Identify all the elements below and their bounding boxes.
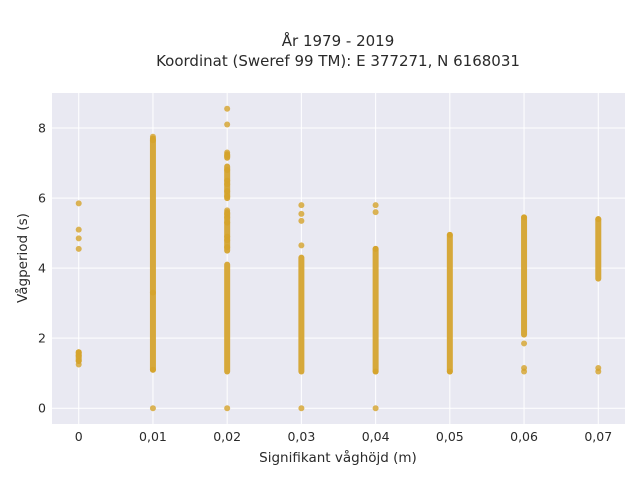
y-tick-label: 4 [38, 261, 46, 276]
y-tick-label: 0 [38, 401, 46, 416]
x-tick-label: 0,03 [287, 429, 315, 444]
data-point [224, 244, 231, 251]
data-point-band [446, 231, 453, 375]
data-point [298, 242, 305, 249]
y-axis-ticks: 0 2 4 6 8 [38, 121, 46, 416]
data-point [372, 202, 379, 209]
chart-title-line-1: År 1979 - 2019 [282, 31, 395, 50]
x-axis-title: Signifikant våghöjd (m) [259, 449, 417, 466]
y-tick-label: 8 [38, 121, 46, 136]
data-point [224, 193, 231, 200]
y-tick-label: 6 [38, 191, 46, 206]
data-point-band [149, 135, 156, 373]
data-point [224, 188, 231, 195]
data-point [224, 153, 231, 160]
data-point-band [298, 254, 305, 375]
data-point [298, 405, 305, 412]
data-point [224, 237, 231, 244]
data-point [224, 405, 231, 412]
chart-title-line-2: Koordinat (Sweref 99 TM): E 377271, N 61… [156, 52, 520, 70]
data-point [521, 214, 528, 221]
data-point [224, 167, 231, 174]
x-tick-label: 0,04 [362, 429, 390, 444]
data-point [149, 137, 156, 144]
data-point [149, 366, 156, 373]
data-point [75, 226, 82, 233]
data-point-band [372, 245, 379, 375]
data-point [298, 202, 305, 209]
x-tick-label: 0,07 [584, 429, 612, 444]
y-tick-label: 2 [38, 331, 46, 346]
data-point-band [224, 261, 231, 375]
data-point [75, 200, 82, 207]
x-tick-label: 0,05 [436, 429, 464, 444]
x-axis-ticks: 0 0,01 0,02 0,03 0,04 0,05 0,06 0,07 [75, 429, 612, 444]
data-point [372, 405, 379, 412]
data-point [149, 289, 156, 296]
x-tick-label: 0,02 [213, 429, 241, 444]
data-point [224, 219, 231, 226]
data-point [224, 181, 231, 188]
data-point [75, 349, 82, 356]
data-point [372, 245, 379, 252]
plot-area [52, 93, 625, 424]
data-point [224, 121, 231, 128]
data-point [595, 368, 602, 375]
data-point [75, 235, 82, 242]
data-point [446, 368, 453, 375]
x-tick-label: 0 [75, 429, 83, 444]
data-point [372, 368, 379, 375]
data-point [521, 340, 528, 347]
data-point [75, 357, 82, 364]
data-point-band [595, 216, 602, 282]
data-point [298, 217, 305, 224]
data-points [75, 105, 602, 412]
data-point [446, 231, 453, 238]
data-point [149, 405, 156, 412]
x-tick-label: 0,01 [139, 429, 167, 444]
data-point-band [521, 214, 528, 338]
data-point [224, 105, 231, 112]
data-point [595, 216, 602, 223]
data-point [224, 214, 231, 221]
data-point [521, 368, 528, 375]
data-point [75, 245, 82, 252]
x-tick-label: 0,06 [510, 429, 538, 444]
y-axis-title: Vågperiod (s) [14, 213, 31, 303]
data-point [372, 209, 379, 216]
data-point [298, 210, 305, 217]
